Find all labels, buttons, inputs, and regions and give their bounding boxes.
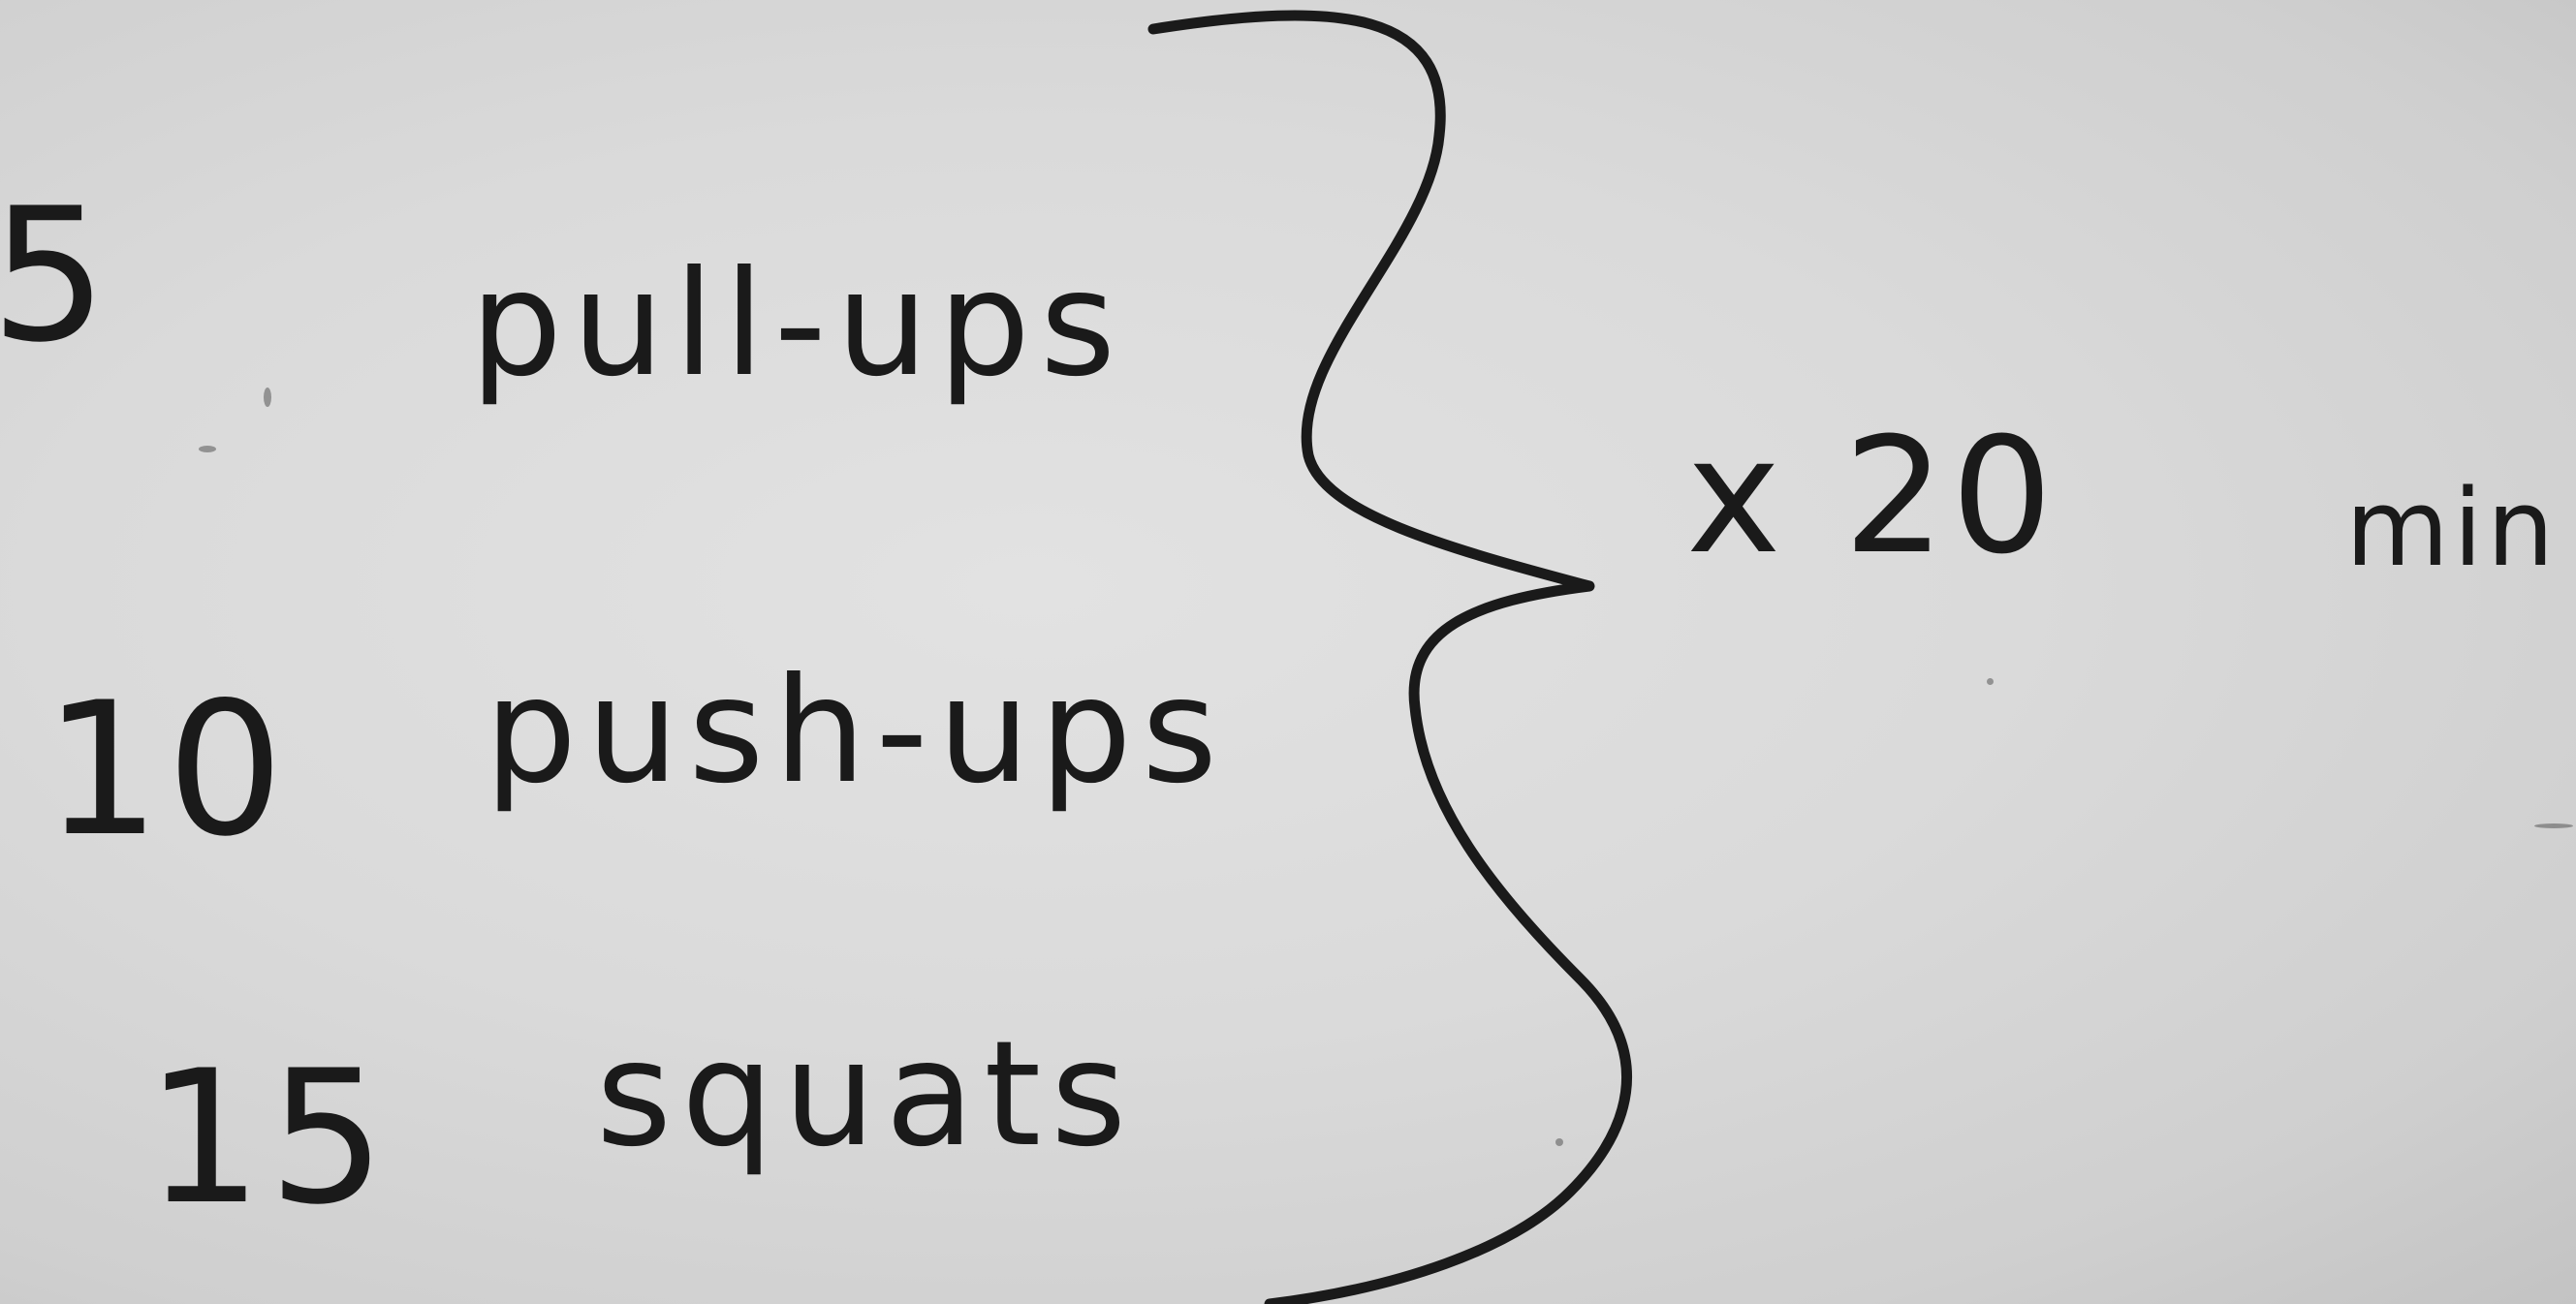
rep-count-pullups: 5 (0, 169, 113, 383)
exercise-pushups: push-ups (485, 647, 1228, 816)
ink-smudge (1555, 1138, 1563, 1146)
ink-smudge (199, 446, 216, 452)
exercise-squats: squats (596, 1010, 1137, 1179)
ink-smudge (2534, 823, 2573, 828)
multiplier-label: x 20 (1686, 403, 2059, 589)
ink-smudge (264, 388, 271, 407)
exercise-pullups: pull-ups (470, 240, 1126, 409)
rep-count-squats: 15 (145, 1031, 392, 1245)
rep-count-pushups: 10 (44, 663, 290, 877)
curly-brace (1147, 10, 1632, 1304)
ink-smudge (1987, 678, 1994, 685)
unit-label: min (2345, 466, 2559, 590)
